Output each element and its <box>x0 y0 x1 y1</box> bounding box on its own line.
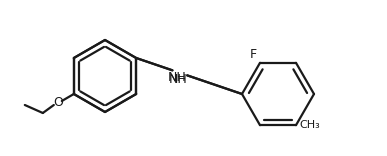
Text: NH: NH <box>168 71 187 84</box>
Text: F: F <box>250 48 257 61</box>
Text: NH: NH <box>169 73 187 86</box>
Text: CH₃: CH₃ <box>299 120 320 130</box>
Text: O: O <box>53 97 63 110</box>
